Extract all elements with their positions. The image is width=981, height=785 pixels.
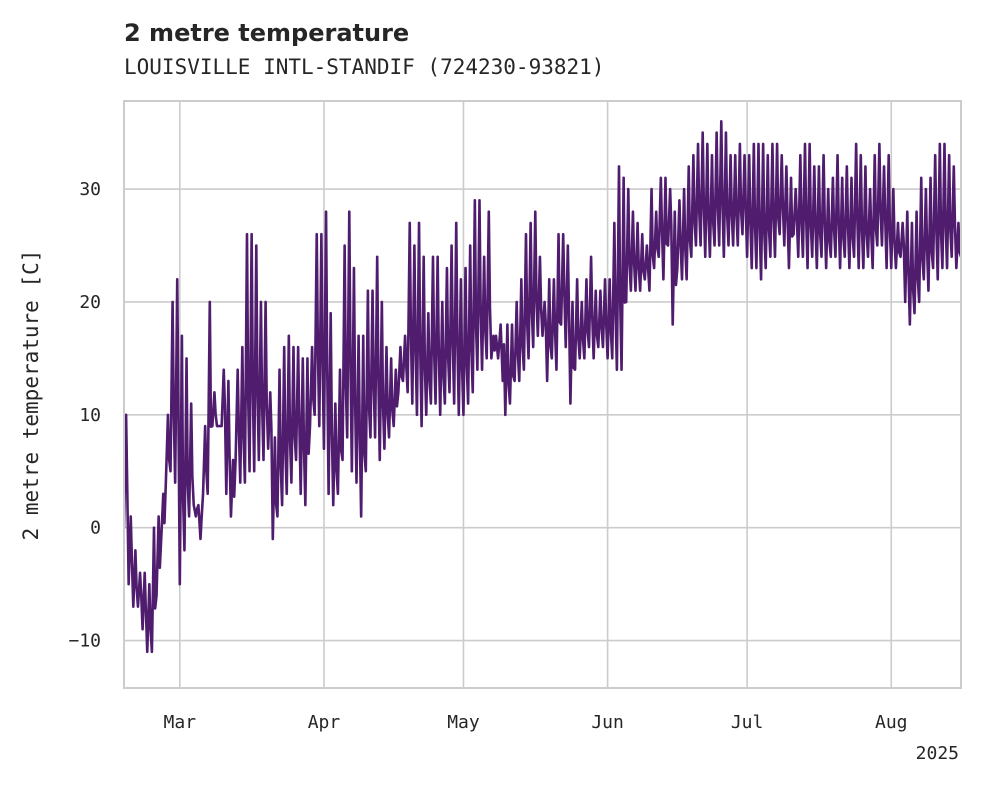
series-line-0 xyxy=(124,120,961,654)
grid xyxy=(124,101,961,688)
y-axis-label: 2 metre temperature [C] xyxy=(19,250,43,541)
y-tick-label-1: 0 xyxy=(90,518,101,539)
x-tick-label-jul: Jul xyxy=(731,712,764,733)
y-tick-label-0: −10 xyxy=(68,631,101,652)
x-axis-year-label: 2025 xyxy=(916,743,959,764)
x-tick-label-apr: Apr xyxy=(308,712,341,733)
chart-subtitle: LOUISVILLE INTL-STANDIF (724230-93821) xyxy=(124,55,604,79)
x-tick-label-may: May xyxy=(447,712,480,733)
x-tick-label-aug: Aug xyxy=(875,712,908,733)
plot-frame xyxy=(123,100,962,689)
chart-title: 2 metre temperature xyxy=(124,19,409,47)
y-tick-label-4: 30 xyxy=(79,179,101,200)
series-layer xyxy=(124,120,961,654)
y-tick-label-3: 20 xyxy=(79,292,101,313)
y-tick-label-2: 10 xyxy=(79,405,101,426)
x-tick-label-mar: Mar xyxy=(164,712,197,733)
x-tick-label-jun: Jun xyxy=(591,712,624,733)
y-axis: −10 0 10 20 30 xyxy=(68,179,101,652)
x-axis: Mar Apr May Jun Jul Aug xyxy=(164,712,908,733)
